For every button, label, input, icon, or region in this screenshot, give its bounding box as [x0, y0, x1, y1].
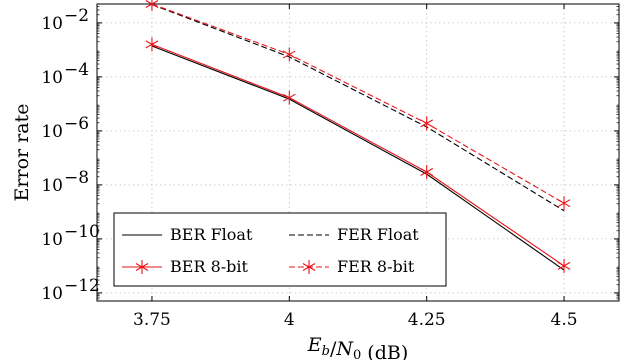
data-point-fer-8-bit-stroke [557, 199, 571, 208]
data-point-ber-8-bit-stroke [557, 261, 571, 270]
x-tick-label: 4.5 [551, 310, 578, 330]
data-point-ber-8-bit-stroke [145, 40, 159, 49]
data-point-ber-8-bit-stroke [282, 93, 296, 102]
data-point-fer-8-bit-stroke [420, 119, 434, 128]
data-point-ber-8-bit [420, 165, 434, 180]
data-point-fer-8-bit [282, 47, 296, 62]
legend-label-ber-8-bit: BER 8-bit [170, 257, 249, 276]
data-point-fer-8-bit-stroke [282, 50, 296, 59]
legend-box [113, 212, 447, 287]
y-axis-label: Error rate [11, 104, 33, 202]
series-line-ber-8-bit [151, 43, 565, 267]
x-tick-label: 4 [284, 310, 295, 330]
y-tick-exponent: −2 [64, 6, 89, 26]
series-line-ber-float [151, 45, 565, 271]
legend-marker-fer-8-bit-stroke [302, 263, 316, 271]
legend: BER Float FER Float BER 8-bit FER 8-bit [113, 212, 447, 287]
data-point-ber-8-bit [145, 37, 159, 52]
series-line-fer-8-bit [151, 3, 565, 204]
data-point-fer-8-bit [420, 116, 434, 131]
x-tick-label: 3.75 [133, 310, 171, 330]
legend-marker-ber-8-bit [135, 260, 149, 274]
legend-marker-ber-8-bit-stroke [135, 263, 149, 271]
x-tick-label: 4.25 [408, 310, 446, 330]
y-tick-exponent: −10 [64, 222, 100, 242]
data-point-ber-8-bit-stroke [420, 168, 434, 176]
y-tick-exponent: −4 [64, 60, 89, 80]
data-point-fer-8-bit [145, 0, 159, 12]
legend-label-ber-float: BER Float [170, 225, 253, 244]
legend-marker-fer-8-bit [302, 260, 316, 274]
y-tick-label: 10 [41, 284, 63, 304]
y-tick-exponent: −6 [64, 114, 89, 134]
series-line-fer-float [151, 3, 565, 212]
plot-frame [96, 3, 620, 302]
y-tick-exponent: −8 [64, 168, 89, 188]
y-tick-label: 10 [41, 122, 63, 142]
y-tick-label: 10 [41, 176, 63, 196]
data-point-ber-8-bit [557, 258, 571, 273]
data-point-fer-8-bit-stroke [145, 0, 159, 9]
y-tick-label: 10 [41, 14, 63, 34]
y-tick-label: 10 [41, 68, 63, 88]
legend-label-fer-float: FER Float [337, 225, 419, 244]
data-point-ber-8-bit [282, 90, 296, 105]
series-lines [145, 0, 571, 273]
data-point-fer-8-bit [557, 196, 571, 211]
legend-label-fer-8-bit: FER 8-bit [337, 257, 415, 276]
x-axis-label: Eb/N0 (dB) [307, 334, 409, 360]
y-tick-label: 10 [41, 230, 63, 250]
y-tick-exponent: −12 [64, 276, 100, 296]
